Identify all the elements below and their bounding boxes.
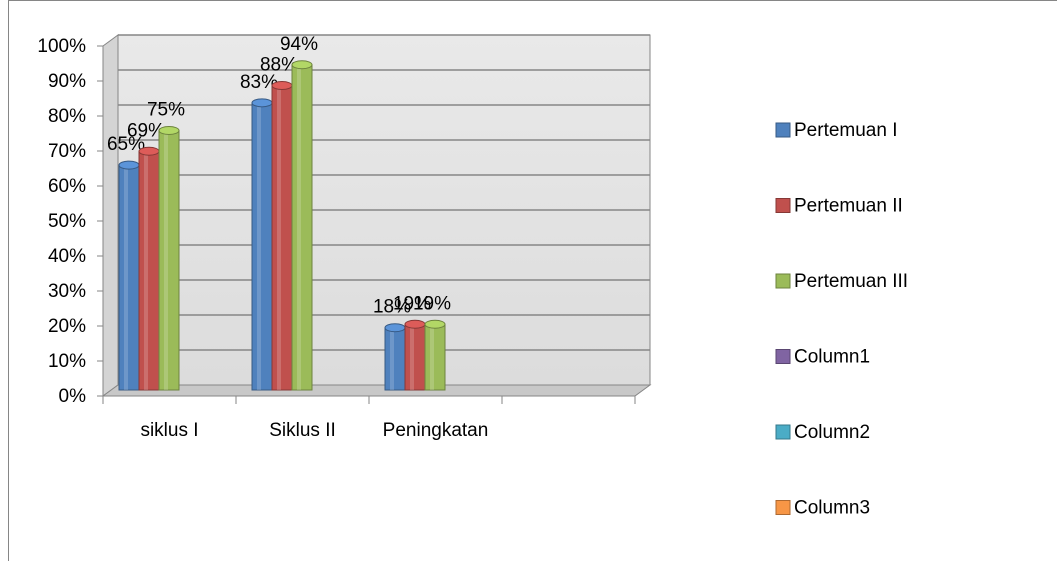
y-tick-label: 0% [59, 386, 87, 407]
bar-cap [404, 319, 426, 329]
bar [251, 102, 273, 391]
bar-cap [291, 60, 313, 70]
bar [271, 85, 293, 391]
data-label: 88% [260, 55, 298, 76]
bar-cap [271, 81, 293, 91]
x-tick-label: Siklus II [269, 420, 336, 441]
data-label: 83% [240, 72, 278, 93]
y-tick-label: 30% [48, 281, 86, 302]
legend-swatch [775, 424, 791, 440]
legend-label: Pertemuan I [794, 120, 898, 141]
y-tick-label: 10% [48, 351, 86, 372]
legend-swatch [775, 122, 791, 138]
bar [158, 130, 180, 391]
bar-highlight [390, 327, 394, 390]
bar [291, 64, 313, 391]
data-label: 75% [147, 100, 185, 121]
legend-swatch [775, 273, 791, 289]
bar-highlight [257, 102, 261, 390]
bar [384, 327, 406, 391]
y-tick-label: 100% [37, 36, 86, 57]
side-wall [102, 34, 119, 397]
bar [404, 323, 426, 391]
bar-highlight [144, 151, 148, 390]
data-label: 18% [373, 297, 411, 318]
bar [424, 323, 446, 391]
y-tick-label: 20% [48, 316, 86, 337]
bar-highlight [164, 130, 168, 390]
bar-highlight [277, 85, 281, 391]
legend-swatch [775, 349, 791, 364]
bar-highlight [410, 324, 414, 390]
bar-cap [138, 146, 160, 156]
floor [101, 384, 652, 397]
bar [118, 164, 140, 391]
legend-label: Column1 [794, 347, 870, 368]
bar-cap [424, 319, 446, 329]
bar-highlight [430, 324, 434, 390]
data-label: 19% [413, 293, 451, 314]
data-label: 65% [107, 134, 145, 155]
y-tick-label: 60% [48, 176, 86, 197]
legend-swatch [775, 198, 791, 213]
data-label: 69% [127, 120, 165, 141]
x-tick-label: Peningkatan [383, 420, 489, 441]
bar-highlight [297, 64, 301, 390]
legend-swatch [775, 500, 791, 515]
legend-label: Column2 [794, 422, 870, 443]
data-label: 19% [393, 293, 431, 314]
bar-highlight [124, 165, 128, 390]
bar [138, 150, 160, 391]
y-tick-label: 90% [48, 71, 86, 92]
data-label: 94% [280, 34, 318, 55]
bar-cap [118, 160, 140, 170]
legend-label: Pertemuan III [794, 271, 908, 292]
legend-label: Pertemuan II [794, 196, 903, 217]
y-tick-label: 50% [48, 211, 86, 232]
y-tick-label: 70% [48, 141, 86, 162]
bar-cap [251, 98, 273, 108]
y-tick-label: 40% [48, 246, 86, 267]
bar-cap [384, 323, 406, 333]
legend-label: Column3 [794, 498, 870, 519]
x-tick-label: siklus I [140, 420, 198, 441]
y-tick-label: 80% [48, 106, 86, 127]
bar-cap [158, 126, 180, 135]
